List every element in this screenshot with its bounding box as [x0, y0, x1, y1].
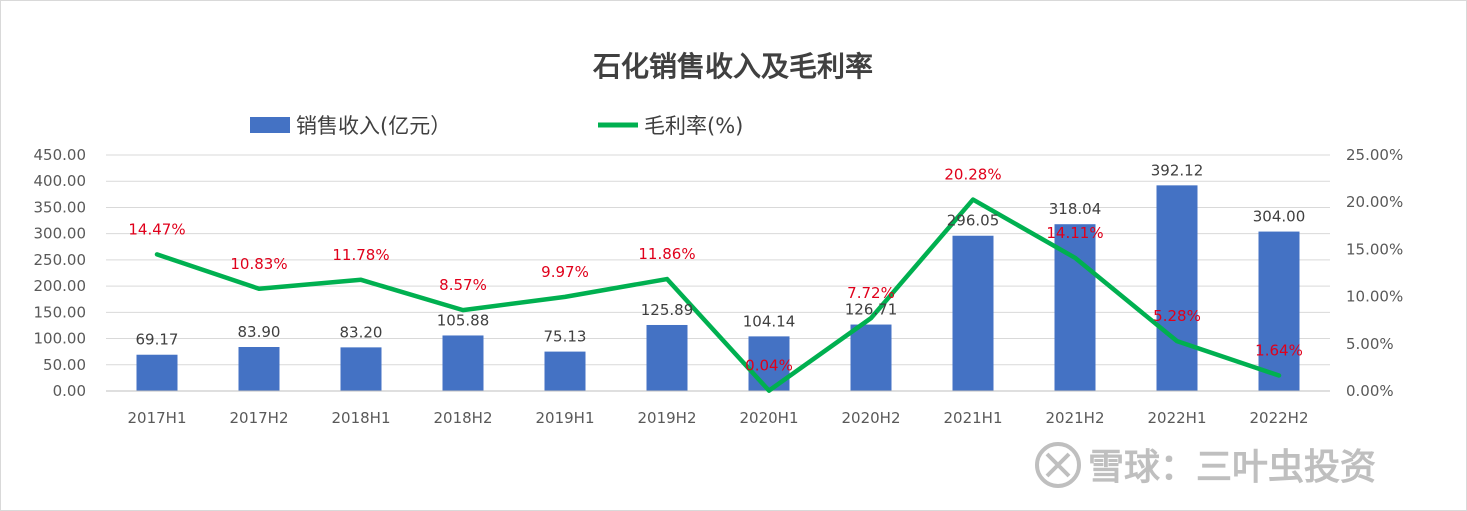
left-axis-tick-label: 400.00: [34, 172, 87, 190]
bar-value-label: 392.12: [1151, 161, 1204, 179]
bar-value-label: 304.00: [1253, 208, 1306, 226]
bar-value-label: 125.89: [641, 301, 694, 319]
x-axis-tick-label: 2018H2: [434, 409, 493, 427]
bar-value-label: 69.17: [136, 331, 179, 349]
line-value-label: 10.83%: [230, 255, 287, 273]
line-value-label: 1.64%: [1255, 342, 1303, 360]
x-axis-tick-label: 2019H2: [638, 409, 697, 427]
bar: [646, 324, 688, 391]
right-axis-tick-label: 10.00%: [1346, 288, 1403, 306]
line-point: [869, 316, 873, 320]
left-axis-tick-label: 300.00: [34, 225, 87, 243]
bar-value-label: 318.04: [1049, 200, 1102, 218]
x-axis-tick-label: 2020H2: [842, 409, 901, 427]
line-series: [154, 197, 1282, 393]
bar-value-labels: 69.17 83.90 83.20 105.88 75.13 125.89 104.14 12…: [136, 161, 1306, 348]
bar-value-label: 105.88: [437, 311, 490, 329]
watermark-logo-mark: [1045, 452, 1071, 478]
x-axis-tick-label: 2018H1: [332, 409, 391, 427]
bar-value-label: 83.20: [340, 323, 383, 341]
left-axis-tick-label: 250.00: [34, 251, 87, 269]
line-value-label: 11.78%: [332, 246, 389, 264]
watermark: 雪球：三叶虫投资: [1035, 442, 1376, 488]
line-value-label: 14.47%: [128, 220, 185, 238]
line-point: [1175, 339, 1179, 343]
line-value-label: 8.57%: [439, 276, 487, 294]
bar-series: [136, 185, 1300, 391]
left-axis-tick-label: 150.00: [34, 303, 87, 321]
x-axis-tick-label: 2020H1: [740, 409, 799, 427]
chart-title: 石化销售收入及毛利率: [592, 50, 873, 83]
margin-rate-line: [154, 197, 1282, 393]
right-axis-tick-label: 20.00%: [1346, 193, 1403, 211]
bar-value-label: 126.71: [845, 301, 898, 319]
x-axis-tick-label: 2017H2: [230, 409, 289, 427]
line-value-label: 9.97%: [541, 263, 589, 281]
legend-bar-swatch: [250, 117, 290, 133]
bar: [850, 324, 892, 391]
legend-bar-label: 销售收入(亿元）: [296, 114, 451, 138]
bar: [1156, 185, 1198, 391]
bar: [136, 354, 178, 391]
line-point: [155, 252, 159, 256]
x-axis-tick-label: 2021H2: [1046, 409, 1105, 427]
line-value-label: 11.86%: [638, 245, 695, 263]
left-axis-tick-label: 100.00: [34, 330, 87, 348]
line-value-label: 7.72%: [847, 284, 895, 302]
left-axis-tick-label: 450.00: [34, 146, 87, 164]
x-axis: 2017H1 2017H2 2018H1 2018H2 2019H1 2019H2 2020…: [106, 390, 1330, 427]
line-point: [461, 308, 465, 312]
line-point: [767, 389, 771, 393]
bar: [340, 347, 382, 391]
legend: 销售收入(亿元） 毛利率(%): [250, 114, 743, 138]
bar: [1258, 231, 1300, 391]
line-point: [1073, 256, 1077, 260]
left-axis-tick-label: 350.00: [34, 198, 87, 216]
line-point: [971, 198, 975, 202]
line-value-label: 5.28%: [1153, 307, 1201, 325]
x-axis-tick-label: 2022H1: [1148, 409, 1207, 427]
line-point: [257, 287, 261, 291]
bar-value-label: 83.90: [238, 323, 281, 341]
line-value-label: 0.04%: [745, 357, 793, 375]
x-axis-tick-label: 2022H2: [1250, 409, 1309, 427]
left-axis-tick-label: 200.00: [34, 277, 87, 295]
line-point: [563, 295, 567, 299]
watermark-text: 雪球：三叶虫投资: [1088, 447, 1376, 488]
x-axis-tick-label: 2019H1: [536, 409, 595, 427]
right-axis-tick-label: 0.00%: [1346, 382, 1394, 400]
right-axis-tick-label: 5.00%: [1346, 335, 1394, 353]
line-point: [665, 277, 669, 281]
bar: [544, 351, 586, 391]
left-axis: 0.00 50.00 100.00 150.00 200.00 250.00 300.00 3…: [34, 146, 87, 400]
bar: [238, 346, 280, 391]
left-axis-tick-label: 0.00: [53, 382, 86, 400]
bar: [952, 235, 994, 391]
bar-value-label: 296.05: [947, 212, 1000, 230]
left-axis-tick-label: 50.00: [43, 356, 86, 374]
legend-line-label: 毛利率(%): [644, 114, 743, 138]
bar-value-label: 104.14: [743, 312, 796, 330]
line-value-label: 14.11%: [1046, 224, 1103, 242]
line-point: [1277, 374, 1281, 378]
gridlines: [106, 154, 1330, 366]
right-axis-tick-label: 25.00%: [1346, 146, 1403, 164]
x-axis-tick-label: 2021H1: [944, 409, 1003, 427]
line-value-label: 20.28%: [944, 166, 1001, 184]
right-axis: 0.00% 5.00% 10.00% 15.00% 20.00% 25.00%: [1346, 146, 1403, 400]
x-axis-tick-label: 2017H1: [128, 409, 187, 427]
bar-value-label: 75.13: [544, 328, 587, 346]
line-value-labels: 14.47% 10.83% 11.78% 8.57% 9.97% 11.86% 0.04% 7…: [128, 166, 1302, 375]
right-axis-tick-label: 15.00%: [1346, 240, 1403, 258]
watermark-logo-icon: [1035, 442, 1081, 488]
line-point: [359, 278, 363, 282]
bar: [442, 335, 484, 391]
